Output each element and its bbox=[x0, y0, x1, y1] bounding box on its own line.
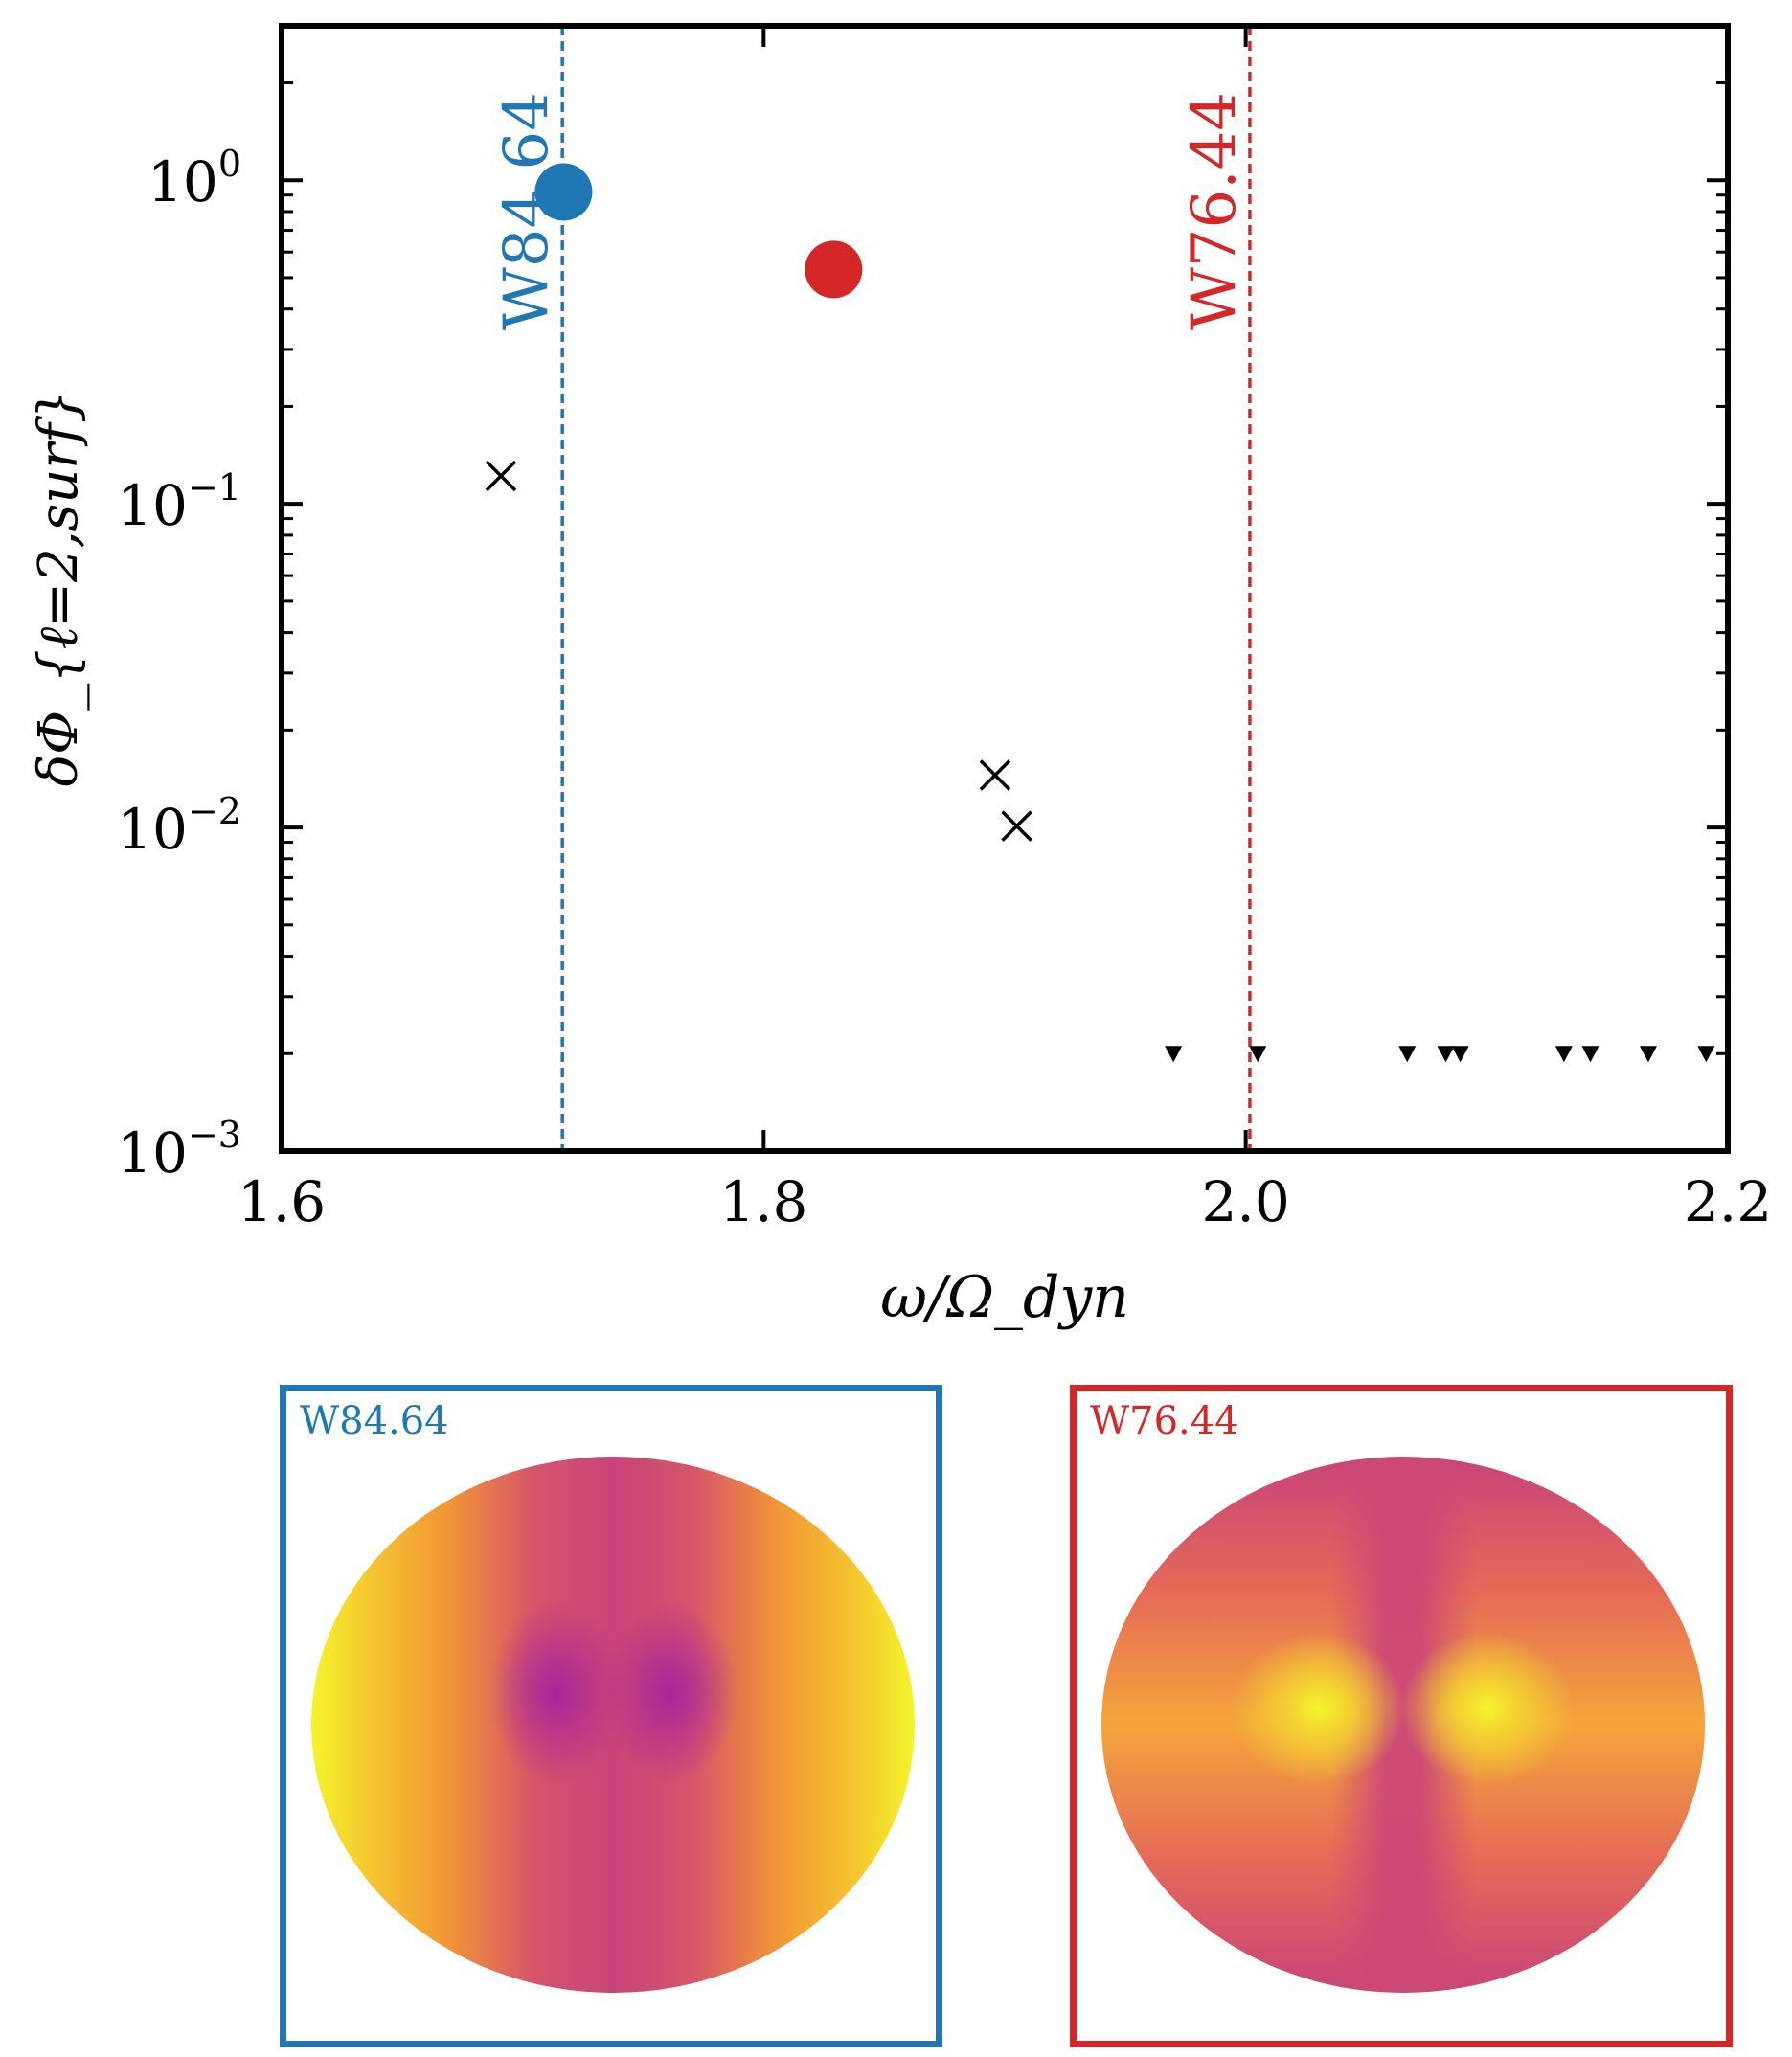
y-axis-label: δΦ_{ℓ=2,surf} bbox=[28, 390, 90, 787]
mode-map-w76 bbox=[1101, 1457, 1705, 1993]
upper-limit-marker bbox=[1697, 1046, 1715, 1063]
data-points bbox=[485, 163, 1715, 1063]
upper-limit-marker bbox=[1249, 1046, 1267, 1063]
mode-panel-w76: W76.44 bbox=[1070, 1385, 1733, 2047]
upper-limit-marker bbox=[1398, 1046, 1417, 1063]
upper-limit-marker bbox=[1451, 1046, 1469, 1063]
upper-limit-marker bbox=[1639, 1046, 1657, 1063]
mode-line-label: W76.44 bbox=[1179, 92, 1250, 330]
x-tick-label: 1.8 bbox=[719, 1169, 807, 1234]
upper-limit-marker bbox=[1165, 1046, 1183, 1063]
mode-panel-w84: W84.64 bbox=[280, 1385, 942, 2047]
plot-frame bbox=[279, 23, 1731, 1154]
y-tick-label: 10−2 bbox=[117, 790, 241, 862]
panel-label-w84: W84.64 bbox=[300, 1399, 449, 1443]
x-tick-label: 1.6 bbox=[238, 1169, 326, 1234]
cross-stroke bbox=[1001, 810, 1032, 842]
upper-limit-marker bbox=[1437, 1046, 1455, 1063]
y-tick-label: 10−1 bbox=[117, 466, 241, 538]
x-tick-label: 2.2 bbox=[1684, 1169, 1772, 1234]
x-tick-labels: 1.6 1.8 2.0 2.2 bbox=[238, 1169, 1772, 1234]
x-axis-label: ω/Ω_dyn bbox=[880, 1264, 1129, 1331]
cross-stroke bbox=[979, 759, 1011, 791]
y-tick-label: 100 bbox=[147, 143, 241, 215]
highlighted-mode-point bbox=[805, 240, 863, 299]
cross-point bbox=[979, 759, 1011, 791]
highlighted-mode-point bbox=[534, 163, 593, 221]
cross-point bbox=[485, 460, 517, 492]
y-tick-labels: 10−3 10−2 10−1 100 bbox=[117, 143, 241, 1186]
scatter-chart: W84.64 W76.44 1.6 1.8 2.0 2.2 10−310−210−110… bbox=[28, 23, 1772, 1331]
cross-point bbox=[1001, 810, 1032, 842]
upper-limit-marker bbox=[1554, 1046, 1573, 1063]
panel-label-w76: W76.44 bbox=[1090, 1399, 1239, 1443]
y-tick-label: 10−3 bbox=[117, 1114, 241, 1186]
cross-stroke bbox=[485, 460, 517, 492]
mode-lines: W84.64 W76.44 bbox=[491, 26, 1252, 1151]
mode-map-w84 bbox=[311, 1457, 915, 1993]
x-tick-label: 2.0 bbox=[1202, 1169, 1290, 1234]
upper-limit-marker bbox=[1581, 1046, 1599, 1063]
